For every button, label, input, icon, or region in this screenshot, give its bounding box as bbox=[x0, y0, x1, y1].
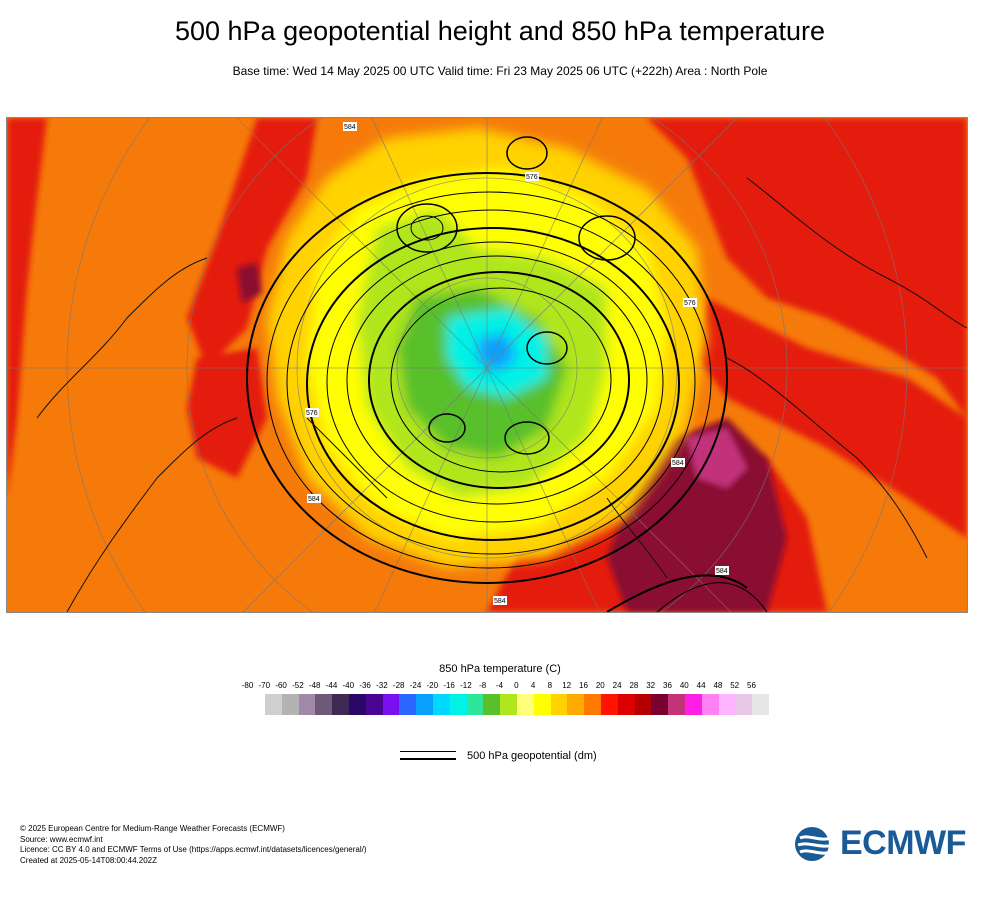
legend-tick-label: -20 bbox=[426, 681, 439, 690]
legend-tick-label: -32 bbox=[376, 681, 388, 690]
legend-tick-label: 32 bbox=[646, 681, 656, 690]
legend-tick-label: 36 bbox=[663, 681, 672, 690]
contour-label: 576 bbox=[525, 172, 539, 181]
contour-key-label: 500 hPa geopotential (dm) bbox=[467, 750, 597, 762]
legend-tick-label: -24 bbox=[409, 681, 422, 690]
legend-swatch bbox=[315, 694, 333, 715]
legend-tick-label: -44 bbox=[325, 681, 338, 690]
legend-swatch bbox=[567, 694, 585, 715]
legend-tick-label: 8 bbox=[547, 681, 553, 690]
legend-swatch bbox=[348, 694, 366, 715]
legend-tick-label: 20 bbox=[595, 681, 605, 690]
legend-swatch bbox=[365, 694, 383, 715]
legend-tick-label: -80 bbox=[241, 681, 254, 690]
legend-swatch bbox=[416, 694, 433, 715]
legend-swatch bbox=[466, 694, 484, 715]
contour-label: 576 bbox=[305, 408, 319, 417]
contour-label: 584 bbox=[715, 566, 729, 575]
contour-label: 584 bbox=[343, 122, 357, 131]
map-svg: 584 576 584 576 584 576 584 584 bbox=[7, 118, 967, 612]
contour-key-lines bbox=[400, 751, 456, 766]
contour-label: 584 bbox=[493, 596, 507, 605]
legend-swatch bbox=[332, 694, 349, 715]
legend-swatch bbox=[718, 694, 736, 715]
svg-text:584: 584 bbox=[494, 598, 506, 605]
credits: © 2025 European Centre for Medium-Range … bbox=[20, 824, 367, 866]
legend-swatch bbox=[500, 694, 517, 715]
legend-swatch bbox=[752, 694, 769, 715]
svg-text:584: 584 bbox=[308, 496, 320, 503]
legend-ticks: -80 -70 -60 -52 -48 -44 -40 -36 -32 -28 -24 -20 -16-… bbox=[0, 681, 1000, 693]
credit-line: Created at 2025-05-14T08:00:44.202Z bbox=[20, 855, 157, 865]
legend-tick-label: 48 bbox=[713, 681, 723, 690]
legend-tick-label: -28 bbox=[392, 681, 405, 690]
legend-swatch bbox=[281, 694, 299, 715]
legend-tick-label: -70 bbox=[258, 681, 271, 690]
legend-swatch bbox=[584, 694, 601, 715]
legend-tick-label: -52 bbox=[292, 681, 304, 690]
legend-swatch bbox=[735, 694, 753, 715]
coastlines bbox=[36, 177, 967, 612]
svg-text:584: 584 bbox=[672, 460, 684, 467]
legend-swatch bbox=[701, 694, 719, 715]
credit-line: Licence: CC BY 4.0 and ECMWF Terms of Us… bbox=[20, 845, 367, 854]
legend-tick-label: -4 bbox=[495, 681, 504, 690]
legend-tick-label: 24 bbox=[612, 681, 622, 690]
legend-tick-label: -36 bbox=[359, 681, 371, 690]
legend-tick-label: -40 bbox=[342, 681, 355, 690]
legend-swatch bbox=[533, 694, 551, 715]
contour-label-group: 584 576 584 576 584 576 584 584 bbox=[305, 122, 729, 605]
legend-swatch bbox=[432, 694, 450, 715]
svg-text:576: 576 bbox=[526, 174, 538, 181]
legend-tick-label: 16 bbox=[579, 681, 588, 690]
legend-swatch bbox=[600, 694, 618, 715]
legend-tick-label: 0 bbox=[514, 681, 519, 690]
legend-tick-label: -8 bbox=[479, 681, 487, 690]
geopotential-contours bbox=[246, 136, 768, 612]
map-panel: 584 576 584 576 584 576 584 584 bbox=[6, 117, 968, 613]
contour-key: 500 hPa geopotential (dm) bbox=[400, 748, 700, 768]
legend-swatch bbox=[516, 694, 534, 715]
ecmwf-logo: ECMWF bbox=[794, 824, 984, 864]
contour-label: 584 bbox=[307, 494, 321, 503]
legend-tick-label: 4 bbox=[530, 681, 536, 690]
legend-swatch bbox=[550, 694, 568, 715]
svg-text:584: 584 bbox=[716, 568, 728, 575]
legend-swatch bbox=[684, 694, 702, 715]
legend-tick-label: -16 bbox=[443, 681, 455, 690]
legend-tick-label: 40 bbox=[679, 681, 689, 690]
legend-swatch bbox=[617, 694, 635, 715]
legend-title: 850 hPa temperature (C) bbox=[439, 663, 561, 675]
legend-swatch bbox=[449, 694, 467, 715]
legend-swatch bbox=[382, 694, 400, 715]
legend-swatch bbox=[634, 694, 652, 715]
legend-tick-label: -12 bbox=[460, 681, 472, 690]
contour-label: 584 bbox=[671, 458, 685, 467]
credit-line: Source: www.ecmwf.int bbox=[20, 834, 103, 844]
legend-swatch bbox=[265, 694, 282, 715]
legend-swatch bbox=[298, 694, 316, 715]
svg-text:584: 584 bbox=[344, 124, 356, 131]
legend-swatch bbox=[399, 694, 417, 715]
legend-colorbar bbox=[265, 694, 769, 715]
legend-swatch bbox=[668, 694, 685, 715]
legend-tick-label: -60 bbox=[275, 681, 287, 690]
legend-tick-label: 52 bbox=[730, 681, 740, 690]
legend-tick-label: 28 bbox=[629, 681, 639, 690]
legend-tick-label: -48 bbox=[308, 681, 321, 690]
chart-title: 500 hPa geopotential height and 850 hPa … bbox=[174, 16, 825, 46]
ecmwf-logo-mark bbox=[795, 827, 835, 861]
graticule bbox=[7, 118, 967, 612]
svg-text:576: 576 bbox=[306, 410, 318, 417]
legend-tick-label: 56 bbox=[747, 681, 756, 690]
legend-tick-label: 44 bbox=[696, 681, 706, 690]
credit-line: © 2025 European Centre for Medium-Range … bbox=[20, 824, 285, 833]
legend-swatch bbox=[483, 694, 501, 715]
legend-tick-label: 12 bbox=[562, 681, 572, 690]
ecmwf-logo-text: ECMWF bbox=[840, 824, 966, 862]
legend-swatch bbox=[651, 694, 669, 715]
chart-subtitle: Base time: Wed 14 May 2025 00 UTC Valid … bbox=[232, 64, 768, 78]
svg-text:576: 576 bbox=[684, 300, 696, 307]
contour-label: 576 bbox=[683, 298, 697, 307]
